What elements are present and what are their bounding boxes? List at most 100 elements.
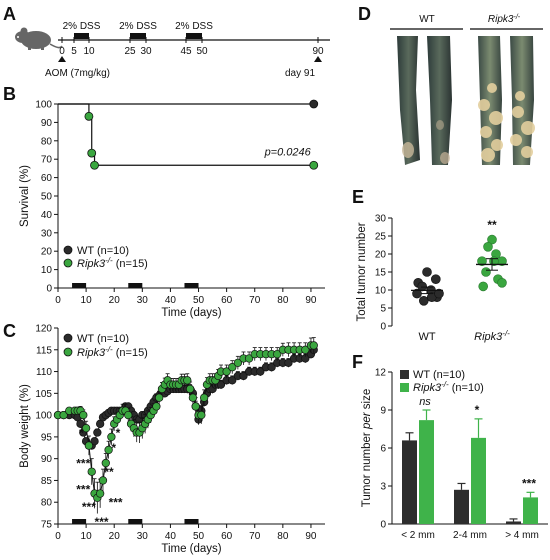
legend-label-1: Ripk3-/- (n=15) [77,256,148,271]
series-point-1 [107,432,116,442]
scatter-point-0 [422,267,432,277]
y-tick-label: 75 [41,520,53,531]
timeline-tick-label: 50 [196,46,208,57]
wt-colon-1 [397,36,420,165]
series-point-0 [284,358,293,367]
significance-label: *** [76,456,90,470]
timeline-tick-label: 30 [140,46,152,57]
x-tick-label: 50 [193,295,205,306]
series-point-1 [96,489,105,498]
series-point-0 [309,99,319,109]
y-tick-label: 40 [41,210,53,221]
y-axis-label: Tumor number per size [361,389,373,507]
y-tick-label: 30 [41,228,53,239]
y-tick-label: 120 [35,324,52,335]
series-point-1 [104,445,113,455]
legend-marker-0 [63,333,73,343]
dss-label: 2% DSS [175,21,213,32]
series-point-1 [199,393,209,402]
y-tick-label: 20 [41,247,53,258]
scatter-point-1 [483,242,493,252]
bar-1 [523,497,538,524]
series-point-1 [244,354,254,363]
dss-bar [72,283,87,288]
body-weight-chart: 75 80 85 90 95 100 105 110 115 120 0 10 20 30 40 50 60 70… [19,324,325,555]
panel-letter-c: C [3,321,16,341]
dss-bar [186,33,202,39]
dss-label: 2% DSS [119,21,157,32]
y-tick-label: 0 [46,284,52,295]
dss-bar [72,519,87,524]
significance-label: *** [82,500,96,514]
y-tick-label: 85 [41,476,53,487]
x-axis-label: Time (days) [161,307,221,319]
y-tick-label: 9 [380,406,386,417]
dss-bar [128,283,143,288]
series-point-0 [228,376,237,385]
aom-label: AOM (7mg/kg) [45,68,110,79]
y-tick-label: 100 [35,100,52,111]
panel-letter-f: F [352,352,363,372]
series-point-1 [309,341,318,350]
x-tick-label: 80 [277,531,289,542]
y-tick-label: 70 [41,155,53,166]
legend-label-0: WT (n=10) [77,245,129,257]
y-tick-label: 10 [41,265,53,276]
series-point-1 [188,393,198,402]
timeline-tick-label: 90 [312,46,324,57]
category-label: < 2 mm [401,530,435,541]
y-tick-label: 15 [375,268,387,279]
y-tick-label: 0 [380,322,386,333]
dss-bar [184,283,199,288]
category-label-0: WT [418,331,435,343]
end-arrow [314,56,322,62]
survival-chart: 0 10 20 30 40 50 60 70 80 90 100 0 10 20 30 40 50 60 70 80 9… [19,99,325,319]
y-tick-label: 90 [41,118,53,129]
series-point-1 [59,410,68,420]
series-point-1 [301,345,310,354]
y-tick-label: 80 [41,498,53,509]
legend-marker-0 [63,245,73,255]
significance-label: * [111,441,116,455]
category-label: > 4 mm [505,530,539,541]
series-point-1 [101,458,110,468]
photo-label-wt: WT [419,14,435,25]
y-tick-label: 10 [375,286,387,297]
panel-letter-d: D [358,4,371,24]
series-point-1 [273,349,282,359]
category-label: 2-4 mm [453,530,487,541]
significance-label: * [116,426,121,440]
scatter-point-1 [497,277,507,288]
series-point-1 [233,358,243,367]
dss-bar [74,33,89,39]
dss-bar [130,33,146,39]
series-point-0 [256,367,265,376]
series-point-0 [239,371,248,381]
legend-label-1: Ripk3-/- (n=15) [77,345,148,360]
y-tick-label: 3 [380,482,386,493]
significance-label: * [475,403,480,417]
series-point-1 [197,410,206,420]
scatter-point-1 [477,256,487,267]
series-point-1 [228,363,237,372]
aom-arrow [58,56,66,62]
legend-marker-1 [63,258,73,268]
x-tick-label: 90 [305,295,317,306]
wt-colon-2 [427,36,452,165]
series-point-1 [84,441,94,450]
significance-label: * [79,426,84,440]
y-tick-label: 0 [380,520,386,531]
mouse-icon [15,27,63,50]
significance-label: ** [104,465,114,479]
y-tick-label: 90 [41,454,53,465]
x-tick-label: 60 [221,295,233,306]
y-axis-label: Body weight (%) [19,384,31,468]
significance-label: *** [522,476,536,490]
y-tick-label: 5 [380,304,386,315]
y-tick-label: 25 [375,232,387,243]
x-tick-label: 90 [305,531,317,542]
series-point-1 [309,160,319,170]
significance-label: ns [419,396,431,408]
bar-0 [506,521,521,524]
